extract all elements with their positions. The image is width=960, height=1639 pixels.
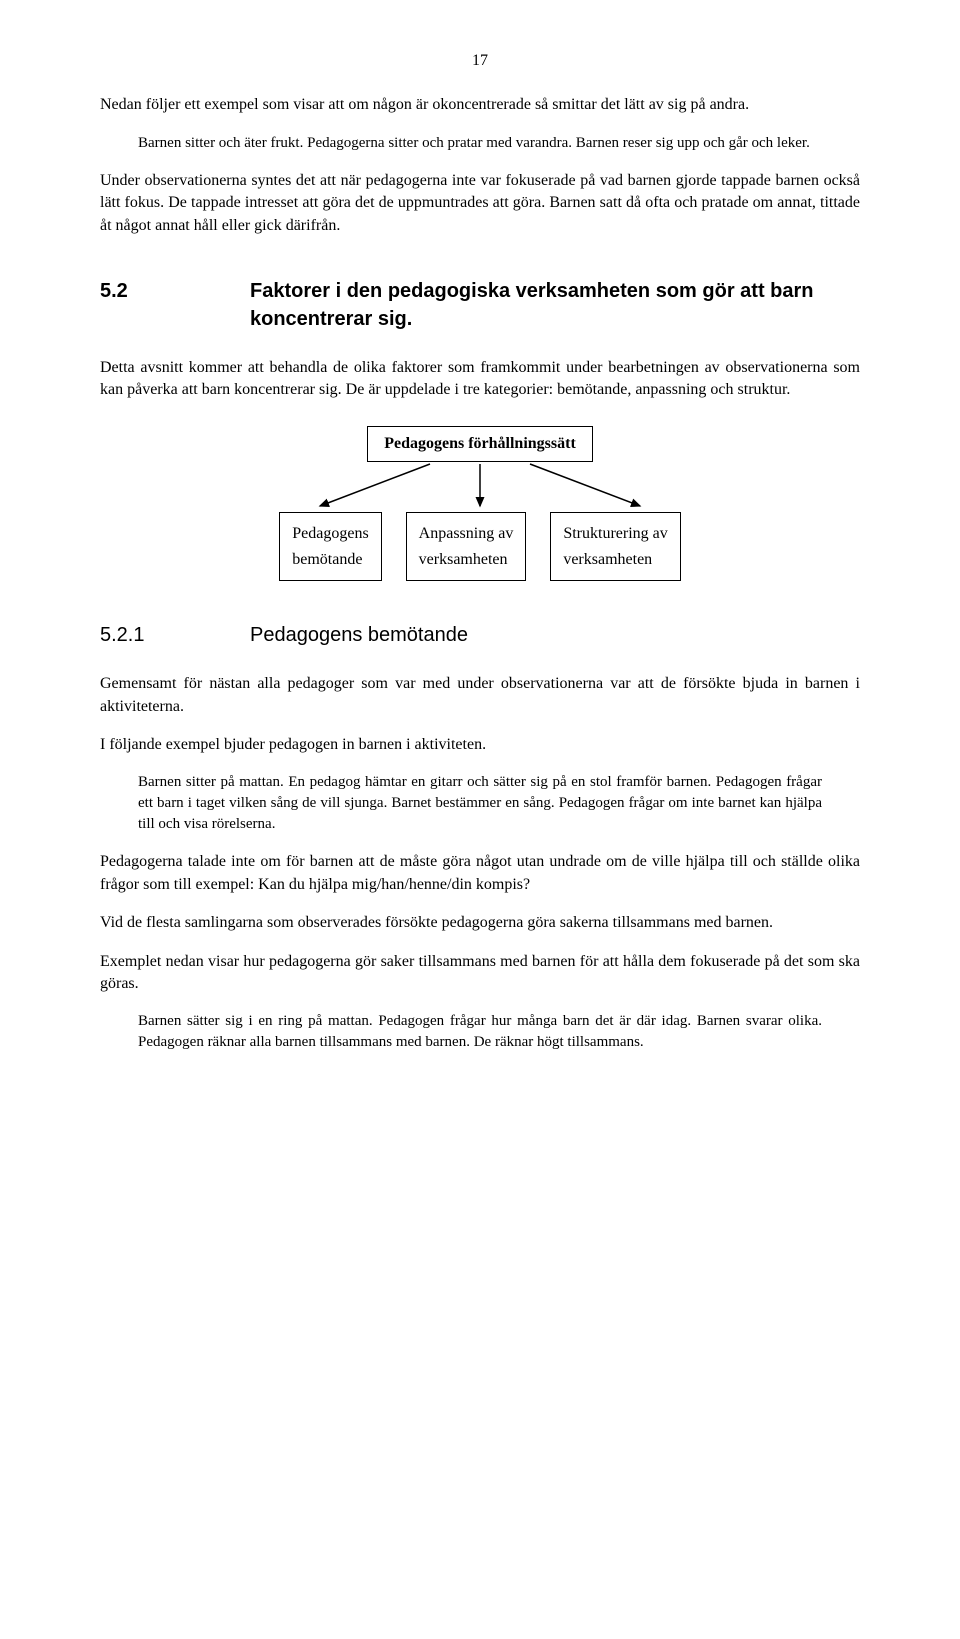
page-number: 17 — [100, 50, 860, 72]
diagram-bottom-row: Pedagogens bemötande Anpassning av verks… — [279, 512, 681, 581]
diagram-node-anpassning: Anpassning av verksamheten — [406, 512, 527, 581]
indent-example-2: Barnen sitter på mattan. En pedagog hämt… — [138, 772, 822, 835]
flowchart-diagram: Pedagogens förhållningssätt Pedagogens b… — [100, 426, 860, 582]
paragraph-observation: Under observationerna syntes det att när… — [100, 170, 860, 237]
section-5-2-number: 5.2 — [100, 277, 250, 333]
section-5-2-heading: 5.2 Faktorer i den pedagogiska verksamhe… — [100, 277, 860, 333]
diagram-node-bemotande: Pedagogens bemötande — [279, 512, 381, 581]
paragraph-section52-intro: Detta avsnitt kommer att behandla de oli… — [100, 357, 860, 402]
section-5-2-1-number: 5.2.1 — [100, 621, 250, 649]
paragraph-intro: Nedan följer ett exempel som visar att o… — [100, 94, 860, 116]
diagram-top-node: Pedagogens förhållningssätt — [367, 426, 593, 462]
diagram-node-strukturering-line2: verksamheten — [563, 547, 667, 573]
diagram-node-anpassning-line1: Anpassning av — [419, 521, 514, 547]
diagram-arrows — [250, 462, 710, 512]
paragraph-521-2: I följande exempel bjuder pedagogen in b… — [100, 734, 860, 756]
diagram-node-bemotande-line2: bemötande — [292, 547, 368, 573]
paragraph-521-3: Pedagogerna talade inte om för barnen at… — [100, 851, 860, 896]
diagram-node-strukturering-line1: Strukturering av — [563, 521, 667, 547]
paragraph-521-1: Gemensamt för nästan alla pedagoger som … — [100, 673, 860, 718]
section-5-2-title: Faktorer i den pedagogiska verksamheten … — [250, 277, 860, 333]
diagram-node-strukturering: Strukturering av verksamheten — [550, 512, 680, 581]
section-5-2-1-heading: 5.2.1 Pedagogens bemötande — [100, 621, 860, 649]
indent-example-3: Barnen sätter sig i en ring på mattan. P… — [138, 1011, 822, 1053]
paragraph-521-4: Vid de flesta samlingarna som observerad… — [100, 912, 860, 934]
diagram-node-anpassning-line2: verksamheten — [419, 547, 514, 573]
paragraph-521-5: Exemplet nedan visar hur pedagogerna gör… — [100, 951, 860, 996]
section-5-2-1-title: Pedagogens bemötande — [250, 621, 860, 649]
diagram-node-bemotande-line1: Pedagogens — [292, 521, 368, 547]
indent-example-1: Barnen sitter och äter frukt. Pedagogern… — [138, 133, 822, 154]
